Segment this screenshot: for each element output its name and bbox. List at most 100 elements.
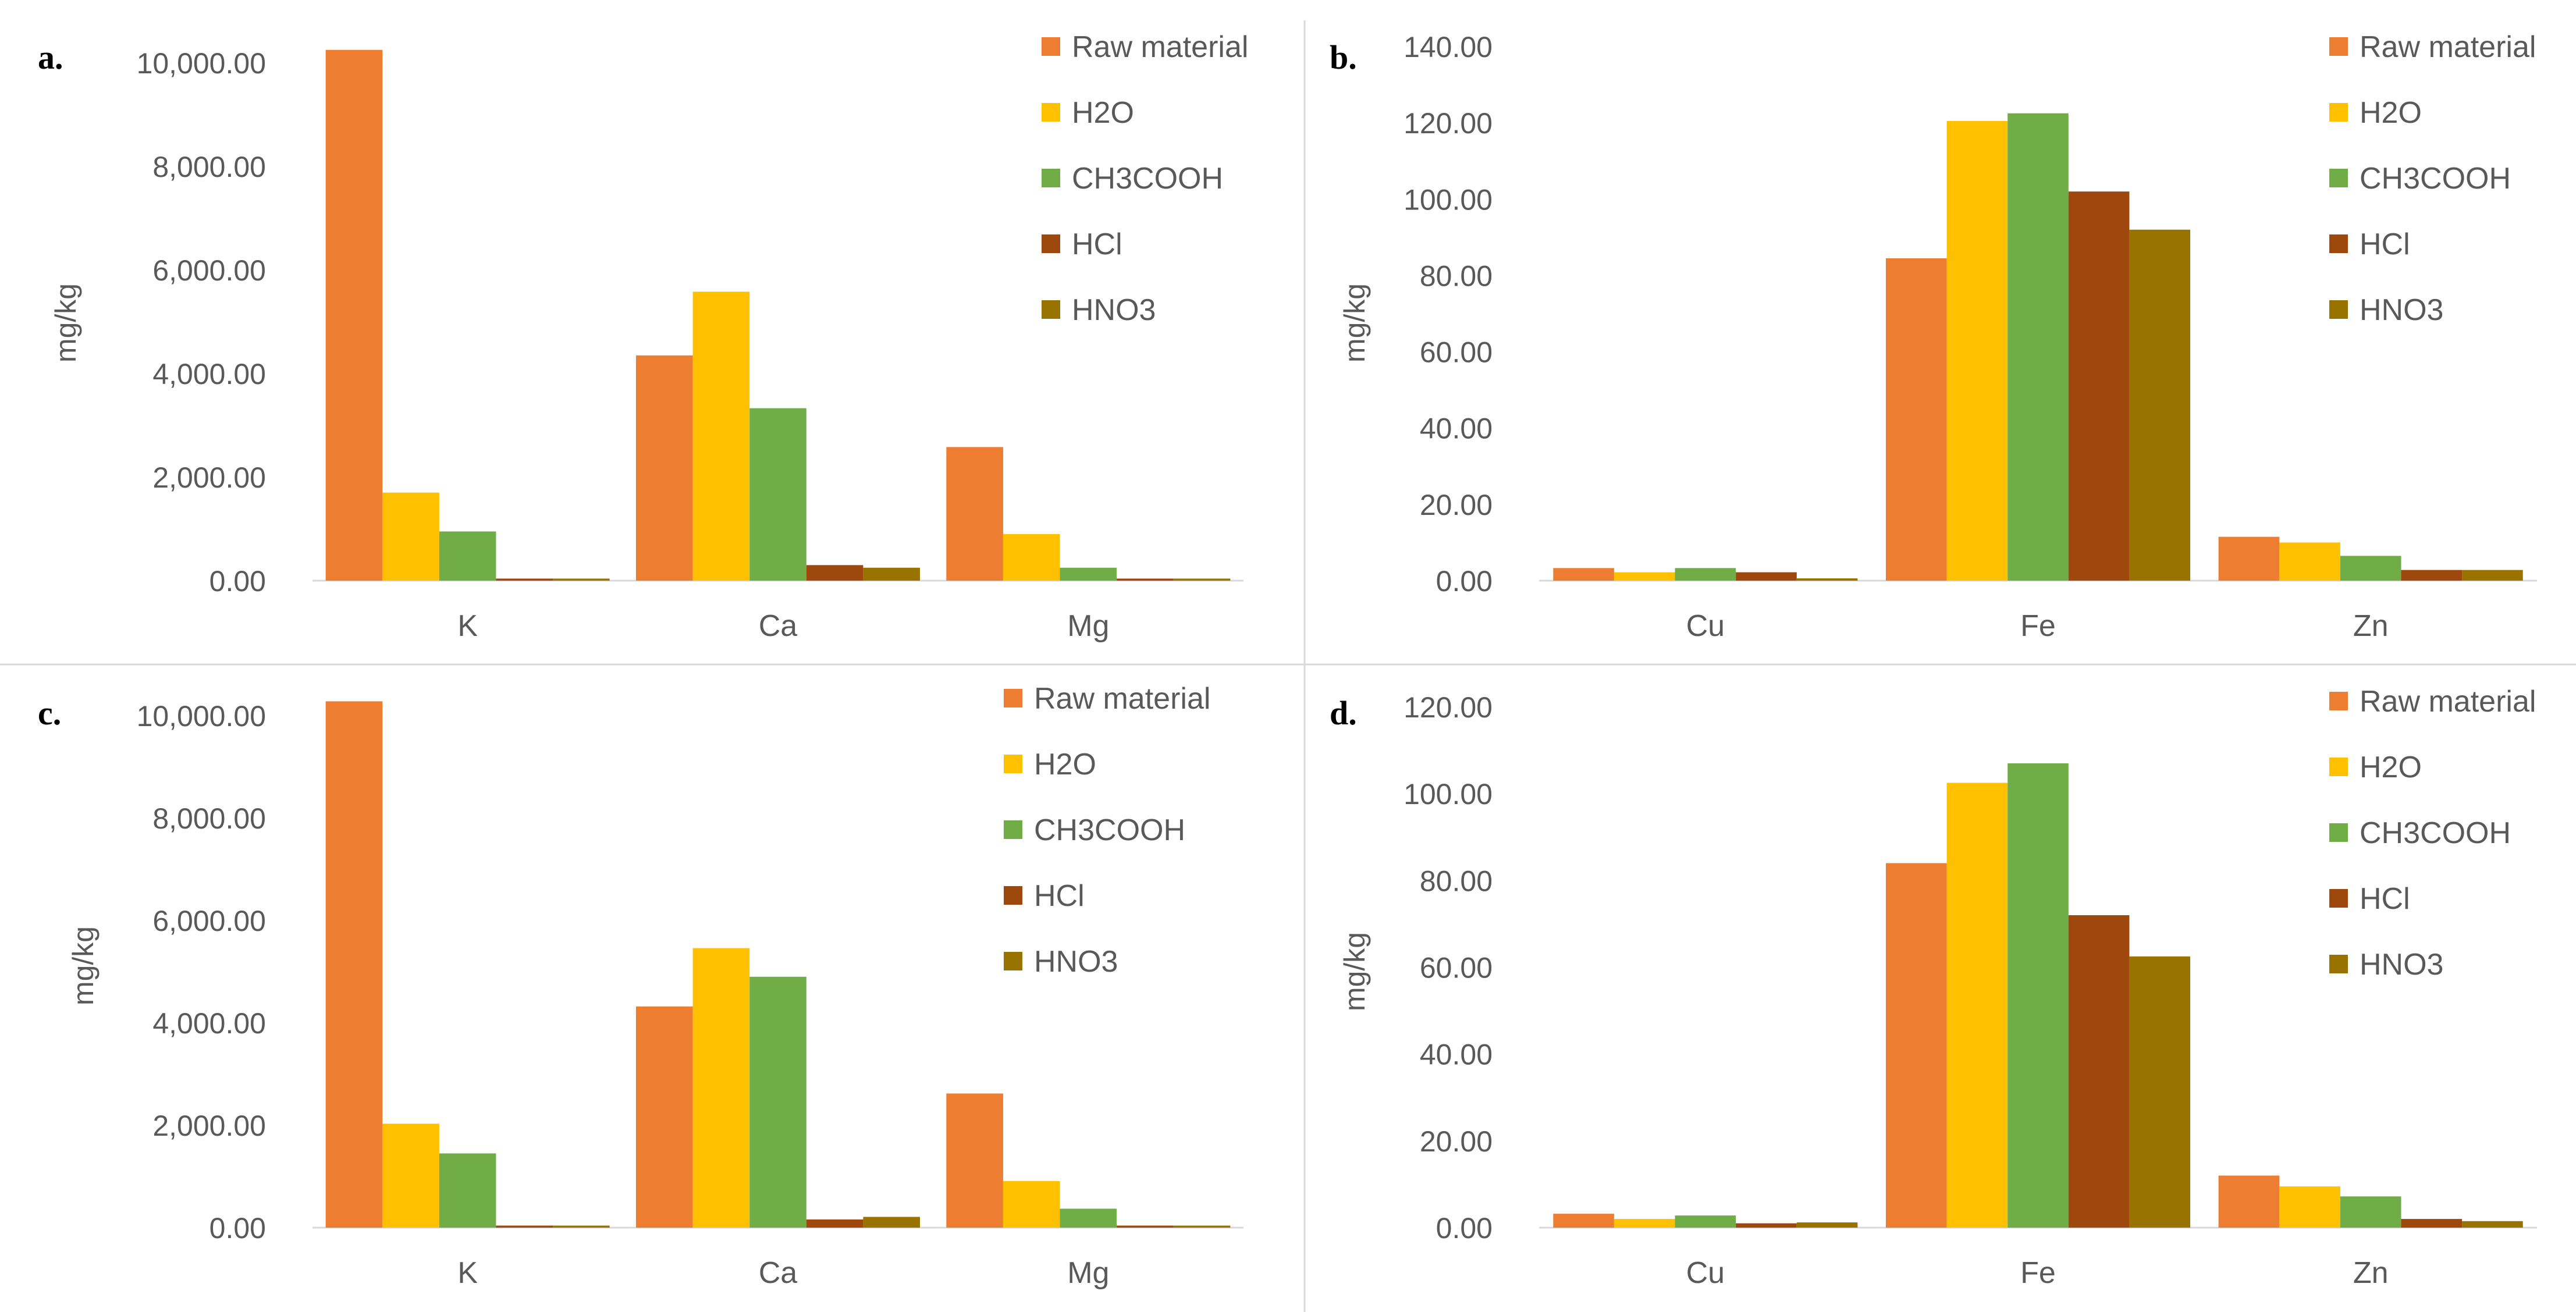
legend-entry: H2O [2360, 96, 2422, 130]
legend-swatch [1042, 234, 1060, 253]
legend-swatch [2329, 300, 2348, 319]
bar-mg-ch3cooh [1060, 567, 1117, 581]
panel-a-chart: a. mg/kg 0.00 2,000.00 4,000.00 6,000.00 8,000… [38, 30, 1248, 643]
y-tick-label: 120.00 [1404, 107, 1493, 140]
x-tick-label: K [457, 609, 478, 643]
legend-swatch [1004, 952, 1022, 970]
legend-swatch [2329, 37, 2348, 56]
bar-zn-h2o [2279, 542, 2340, 581]
legend-entry: H2O [1034, 748, 1096, 781]
bar-k-h2o [382, 1123, 439, 1228]
bar-cu-hcl [1736, 1223, 1797, 1228]
bar-k-hcl [496, 1225, 553, 1228]
bar-zn-ch3cooh [2340, 1196, 2401, 1228]
bar-cu-hcl [1736, 572, 1797, 581]
x-tick-label: Fe [2020, 1256, 2056, 1290]
legend-entry: CH3COOH [2360, 162, 2511, 195]
x-tick-label: Mg [1067, 609, 1109, 643]
y-tick-label: 10,000.00 [137, 47, 266, 80]
bar-mg-hcl [1117, 1225, 1174, 1228]
bar-fe-hno3 [2129, 229, 2191, 581]
bar-ca-hno3 [863, 1217, 920, 1228]
y-tick-label: 10,000.00 [137, 700, 266, 733]
bar-cu-ch3cooh [1675, 568, 1736, 581]
legend-swatch [2329, 758, 2348, 776]
legend-swatch [2329, 692, 2348, 710]
y-tick-label: 2,000.00 [152, 1110, 266, 1142]
legend-swatch [2329, 234, 2348, 253]
bar-k-ch3cooh [439, 531, 496, 581]
bar-ca-raw-material [636, 355, 693, 581]
bar-cu-hno3 [1796, 1222, 1858, 1228]
y-tick-label: 40.00 [1420, 413, 1493, 445]
panel-label: a. [38, 38, 63, 76]
y-tick-label: 20.00 [1420, 489, 1493, 521]
bar-fe-h2o [1946, 783, 2008, 1228]
bar-k-hcl [496, 578, 553, 581]
y-tick-label: 0.00 [209, 1212, 266, 1245]
legend-swatch [1004, 689, 1022, 707]
bar-cu-h2o [1614, 572, 1675, 581]
legend-entry: CH3COOH [1072, 162, 1223, 195]
bar-k-raw-material [325, 49, 383, 581]
y-tick-label: 0.00 [1436, 1212, 1493, 1245]
bar-zn-hno3 [2462, 1221, 2523, 1228]
y-tick-label: 40.00 [1420, 1039, 1493, 1071]
bar-fe-hcl [2068, 915, 2130, 1228]
y-tick-label: 0.00 [1436, 565, 1493, 598]
y-axis-label: mg/kg [1338, 932, 1371, 1011]
y-tick-label: 60.00 [1420, 952, 1493, 984]
bar-ca-ch3cooh [749, 408, 806, 581]
legend-swatch [1042, 37, 1060, 56]
y-tick-label: 120.00 [1404, 691, 1493, 724]
bar-mg-hno3 [1173, 578, 1231, 581]
bar-cu-ch3cooh [1675, 1215, 1736, 1228]
y-tick-label: 4,000.00 [152, 1007, 266, 1040]
y-tick-label: 2,000.00 [152, 461, 266, 494]
panel-c-chart: c. mg/kg 0.00 2,000.00 4,000.00 6,000.00 8,000… [38, 682, 1243, 1290]
legend-entry: HNO3 [2360, 948, 2443, 982]
panel-label: b. [1330, 38, 1357, 76]
bar-k-hno3 [553, 1225, 610, 1228]
legend-swatch [2329, 103, 2348, 122]
bar-cu-hno3 [1796, 578, 1858, 581]
bar-cu-h2o [1614, 1219, 1675, 1228]
bar-mg-hno3 [1173, 1225, 1231, 1228]
legend-entry: HCl [2360, 227, 2410, 261]
bar-fe-raw-material [1885, 863, 1947, 1228]
bar-ca-hcl [806, 565, 864, 581]
y-tick-label: 80.00 [1420, 259, 1493, 292]
x-tick-label: Cu [1686, 1256, 1725, 1290]
panel-label: c. [38, 694, 61, 732]
bar-zn-hcl [2401, 1219, 2463, 1228]
bar-ca-ch3cooh [749, 976, 806, 1228]
bar-zn-ch3cooh [2340, 556, 2401, 581]
y-tick-label: 20.00 [1420, 1125, 1493, 1158]
panel-d-chart: d. mg/kg 0.00 20.00 40.00 60.00 80.00 100.00 120… [1330, 685, 2537, 1290]
bar-k-hno3 [553, 578, 610, 581]
legend-entry: H2O [1072, 96, 1134, 130]
legend-entry: CH3COOH [1034, 813, 1185, 847]
legend-entry: Raw material [1072, 30, 1248, 64]
y-axis-label: mg/kg [49, 283, 82, 362]
bar-fe-hcl [2068, 191, 2130, 581]
legend-entry: Raw material [2360, 685, 2536, 719]
bar-fe-h2o [1946, 120, 2008, 581]
y-tick-label: 140.00 [1404, 31, 1493, 63]
bar-ca-h2o [692, 948, 750, 1228]
bar-zn-hcl [2401, 570, 2463, 581]
bar-k-raw-material [325, 701, 383, 1228]
bar-zn-hno3 [2462, 570, 2523, 581]
legend-swatch [2329, 169, 2348, 187]
legend-entry: Raw material [2360, 30, 2536, 64]
legend-swatch [2329, 823, 2348, 842]
bar-fe-raw-material [1885, 258, 1947, 581]
legend-swatch [1004, 820, 1022, 839]
y-tick-label: 4,000.00 [152, 358, 266, 390]
y-tick-label: 0.00 [209, 565, 266, 598]
legend-entry: HNO3 [1072, 293, 1156, 327]
bar-ca-h2o [692, 291, 750, 581]
bar-mg-ch3cooh [1060, 1208, 1117, 1228]
x-tick-label: Fe [2020, 609, 2056, 643]
